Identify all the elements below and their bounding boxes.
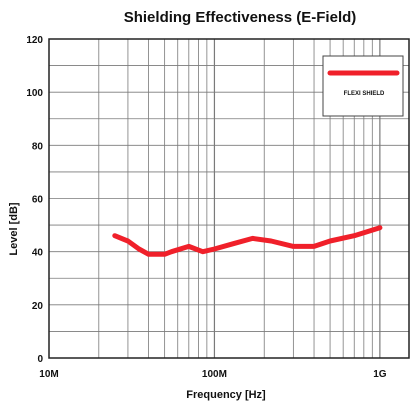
y-axis: 0 20 40 60 80 100 120 xyxy=(26,35,43,365)
x-axis: 10M 100M 1G xyxy=(39,369,386,380)
x-tick-label: 10M xyxy=(39,369,58,380)
y-tick-label: 20 xyxy=(32,301,44,312)
plot-frame xyxy=(48,38,410,359)
y-tick-label: 40 xyxy=(32,248,44,259)
x-axis-label: Frequency [Hz] xyxy=(186,389,266,401)
legend-label: FLEXI SHIELD xyxy=(344,91,385,97)
y-tick-label: 100 xyxy=(26,88,43,99)
y-axis-label: Level [dB] xyxy=(8,202,20,256)
y-tick-label: 80 xyxy=(32,141,44,152)
series-layer xyxy=(112,225,383,257)
x-tick-label: 1G xyxy=(373,369,387,380)
chart-title: Shielding Effectiveness (E-Field) xyxy=(124,9,357,26)
y-tick-label: 0 xyxy=(37,354,43,365)
legend: FLEXI SHIELD xyxy=(322,55,404,117)
legend-box xyxy=(322,55,404,117)
y-tick-label: 120 xyxy=(26,35,43,46)
y-tick-label: 60 xyxy=(32,195,44,206)
x-tick-label: 100M xyxy=(202,369,227,380)
series-line xyxy=(112,225,383,257)
